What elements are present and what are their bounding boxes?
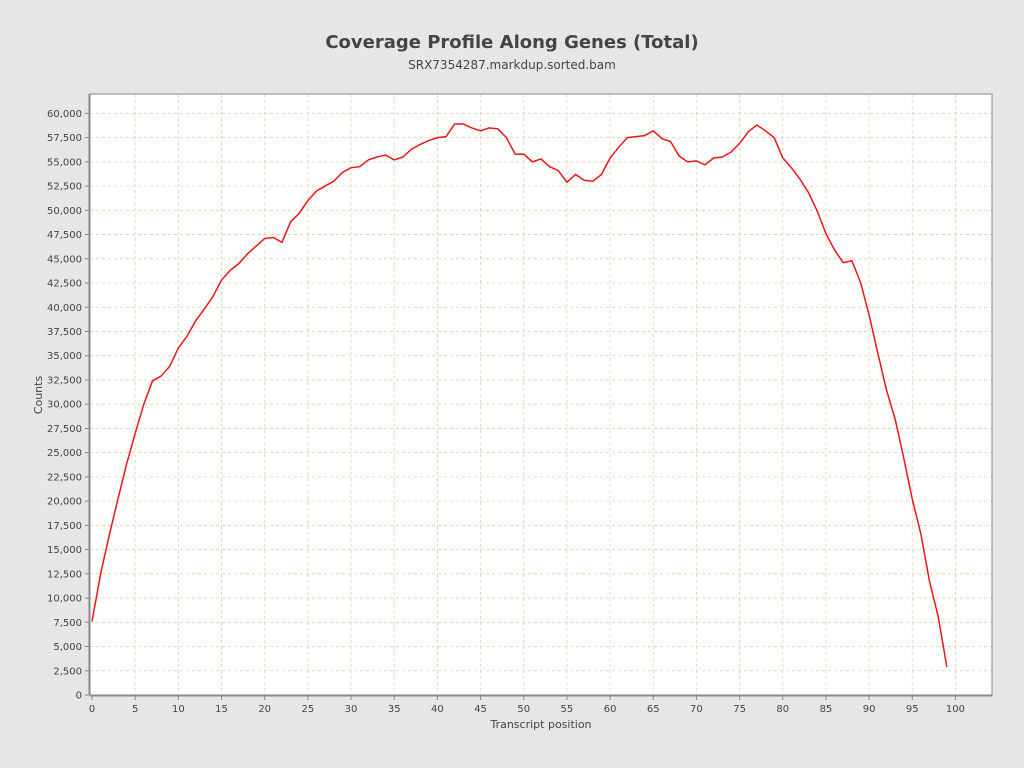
- x-tick-label: 0: [89, 704, 95, 715]
- y-tick-label: 37,500: [47, 327, 82, 338]
- y-tick-label: 17,500: [47, 521, 82, 532]
- chart-subtitle: SRX7354287.markdup.sorted.bam: [408, 58, 616, 72]
- x-tick-label: 90: [863, 704, 876, 715]
- plot-area: [90, 94, 992, 695]
- y-tick-label: 20,000: [47, 497, 82, 508]
- y-tick-label: 40,000: [47, 303, 82, 314]
- y-tick-label: 0: [76, 691, 82, 702]
- coverage-series-line: [91, 123, 948, 668]
- x-tick-label: 65: [647, 704, 660, 715]
- y-axis: 0 2,500 5,000 7,500 10,000 12,500 15,000 17,500…: [47, 94, 90, 702]
- x-tick-label: 45: [474, 704, 487, 715]
- x-tick-label: 95: [906, 704, 919, 715]
- y-tick-label: 2,500: [53, 666, 82, 677]
- y-tick-label: 25,000: [47, 448, 82, 459]
- x-axis: 0 5 10 15 20 25 30 35 40 45 50 55 60 65 70 75 80 85 90 95 10…: [89, 695, 992, 715]
- x-tick-label: 85: [820, 704, 833, 715]
- x-tick-label: 15: [215, 704, 228, 715]
- x-tick-label: 75: [733, 704, 746, 715]
- y-tick-label: 60,000: [47, 109, 82, 120]
- y-tick-label: 50,000: [47, 206, 82, 217]
- x-tick-label: 60: [604, 704, 617, 715]
- x-tick-label: 80: [776, 704, 789, 715]
- x-tick-label: 35: [388, 704, 401, 715]
- x-tick-label: 100: [946, 704, 965, 715]
- y-tick-label: 22,500: [47, 472, 82, 483]
- chart-title: Coverage Profile Along Genes (Total): [325, 32, 698, 53]
- x-tick-label: 50: [517, 704, 530, 715]
- x-tick-label: 25: [301, 704, 314, 715]
- x-tick-label: 40: [431, 704, 444, 715]
- x-tick-label: 70: [690, 704, 703, 715]
- y-tick-label: 55,000: [47, 157, 82, 168]
- x-tick-label: 30: [345, 704, 358, 715]
- grid-lines: [90, 94, 992, 695]
- y-tick-label: 30,000: [47, 400, 82, 411]
- x-axis-label: Transcript position: [489, 718, 591, 731]
- y-axis-label: Counts: [32, 376, 45, 415]
- y-tick-label: 52,500: [47, 182, 82, 193]
- x-tick-label: 10: [172, 704, 185, 715]
- y-tick-label: 15,000: [47, 545, 82, 556]
- y-tick-label: 45,000: [47, 254, 82, 265]
- y-tick-label: 27,500: [47, 424, 82, 435]
- y-tick-label: 10,000: [47, 594, 82, 605]
- y-tick-label: 35,000: [47, 351, 82, 362]
- y-tick-label: 42,500: [47, 279, 82, 290]
- x-tick-label: 5: [132, 704, 138, 715]
- y-tick-label: 57,500: [47, 133, 82, 144]
- y-tick-label: 7,500: [53, 618, 82, 629]
- y-tick-label: 5,000: [53, 642, 82, 653]
- y-tick-label: 32,500: [47, 375, 82, 386]
- x-tick-label: 20: [258, 704, 271, 715]
- x-tick-label: 55: [561, 704, 574, 715]
- plot-frame: [89, 93, 993, 696]
- y-tick-label: 12,500: [47, 569, 82, 580]
- y-tick-label: 47,500: [47, 230, 82, 241]
